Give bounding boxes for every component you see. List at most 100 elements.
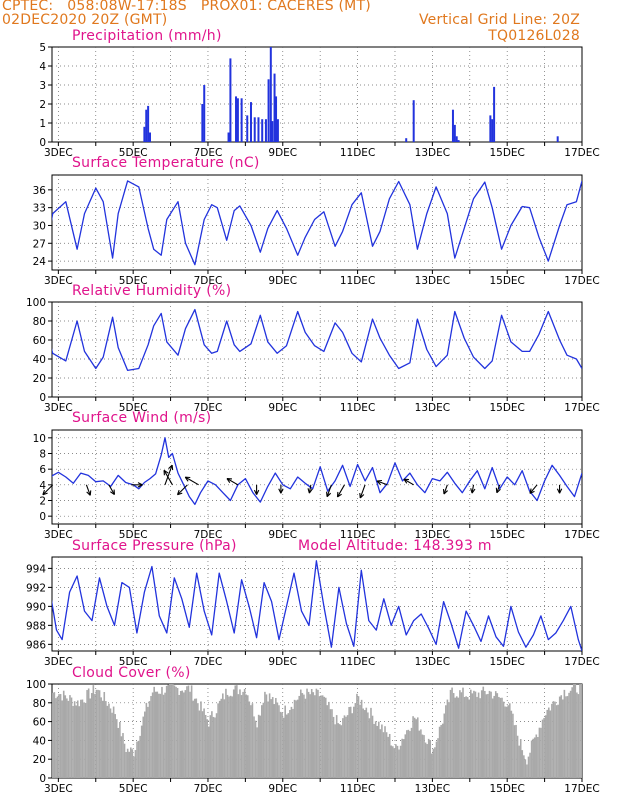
cloud-bar: [320, 695, 322, 778]
cloud-bar: [204, 714, 207, 778]
cloud-bar: [243, 689, 246, 778]
wind-arrow-head: [308, 488, 313, 494]
cloud-bar: [92, 685, 95, 778]
x-tick-label: 15DEC: [489, 529, 524, 541]
cloud-bar: [402, 739, 405, 778]
x-tick-label: 9DEC: [268, 656, 297, 668]
cloud-bar: [257, 714, 260, 778]
cloud-bar: [270, 699, 272, 778]
grid-line-note: Vertical Grid Line: 20Z: [418, 12, 580, 28]
y-tick-label: 24: [33, 256, 47, 268]
cloud-bar: [362, 708, 364, 778]
cloud-bar: [460, 692, 463, 778]
cloud-bar: [239, 689, 241, 778]
wind-arrow-head: [256, 489, 260, 495]
series-line-4: [52, 560, 582, 651]
y-tick-label: 60: [33, 717, 46, 729]
cloud-bar: [351, 713, 354, 778]
precip-bar: [249, 102, 252, 142]
cloud-bar: [148, 701, 151, 778]
cloud-bar: [468, 699, 471, 778]
cloud-bar: [52, 692, 54, 778]
x-tick-label: 17DEC: [564, 147, 599, 159]
cloud-bar: [547, 707, 550, 778]
cloud-bar: [301, 693, 304, 778]
cloud-bar: [271, 697, 274, 778]
cloud-bar: [62, 690, 65, 778]
cloud-bar: [129, 747, 132, 778]
panel-frame-1: [51, 174, 583, 271]
humidity-title: Relative Humidity (%): [72, 283, 232, 299]
x-tick-label: 9DEC: [268, 783, 297, 795]
cloud-bar: [577, 694, 580, 778]
cloud-bar: [532, 738, 534, 778]
y-tick-label: 986: [26, 639, 46, 651]
cloud-bar: [466, 697, 469, 778]
wind-arrow-head: [495, 487, 498, 493]
cloud-bar: [181, 690, 184, 778]
cloud-bar: [429, 740, 432, 778]
precip-bar: [145, 109, 148, 142]
x-tick-label: 13DEC: [415, 402, 450, 414]
cloud-bar: [75, 705, 77, 778]
y-tick-label: 33: [33, 203, 46, 215]
cloud-bar: [262, 702, 265, 778]
x-tick-label: 13DEC: [415, 275, 450, 287]
cloud-bar: [474, 691, 477, 778]
cloud-bar: [420, 729, 422, 778]
cloud-bar: [281, 712, 283, 778]
cloud-bar: [540, 727, 542, 778]
precip-bar: [227, 132, 230, 142]
cloud-bar: [115, 719, 118, 778]
cloud-bar: [120, 736, 123, 778]
cloud-bar: [435, 741, 438, 778]
series-line-2: [52, 308, 582, 372]
x-tick-label: 5DEC: [119, 275, 148, 287]
y-tick-label: 6: [39, 464, 46, 476]
cloud-bar: [572, 684, 575, 778]
x-tick-label: 7DEC: [194, 783, 223, 795]
cloud-bar: [201, 711, 204, 778]
cloud-bar: [563, 689, 566, 778]
cloud-bar: [334, 724, 336, 778]
cloud-bar: [81, 699, 84, 778]
cloud-bar: [268, 693, 271, 778]
precip-bar: [556, 136, 559, 142]
x-tick-label: 3DEC: [44, 783, 73, 795]
cloud-bar: [554, 701, 556, 778]
cloud-bar: [348, 706, 350, 778]
y-tick-label: 100: [26, 297, 46, 309]
cloud-bar: [207, 726, 210, 778]
wind-arrow-head: [163, 469, 169, 474]
cloud-bar: [410, 727, 413, 778]
wind-arrow-head: [168, 464, 173, 469]
y-tick-label: 990: [26, 601, 46, 613]
y-tick-label: 0: [39, 392, 46, 404]
x-tick-label: 7DEC: [194, 656, 223, 668]
cloud-bar: [212, 716, 215, 778]
cloud-bar: [349, 706, 352, 778]
cloud-bar: [346, 715, 349, 778]
panel-frame-3: [51, 429, 583, 525]
wind-arrow-head: [442, 489, 445, 495]
cloud-bar: [476, 696, 478, 778]
wind-arrow-head: [376, 480, 381, 485]
cloud-bar: [507, 705, 510, 778]
cloud-bar: [580, 684, 582, 778]
cloud-bar: [508, 703, 511, 778]
cloud-bar: [448, 702, 450, 778]
cloud-bar: [125, 752, 127, 778]
cloud-bar: [438, 726, 441, 778]
cloud-bar: [491, 698, 494, 778]
cloud-bar: [368, 718, 371, 778]
cloud-bar: [251, 703, 254, 778]
x-tick-label: 13DEC: [415, 783, 450, 795]
precip-bar: [489, 115, 492, 142]
cloud-bar: [401, 738, 403, 778]
cloud-bar: [494, 691, 497, 778]
cloud-bar: [136, 741, 138, 778]
cloud-bar: [126, 748, 129, 778]
cloud-bar: [267, 701, 269, 778]
cloud-bar: [173, 685, 176, 778]
cloud-bar: [317, 689, 319, 778]
